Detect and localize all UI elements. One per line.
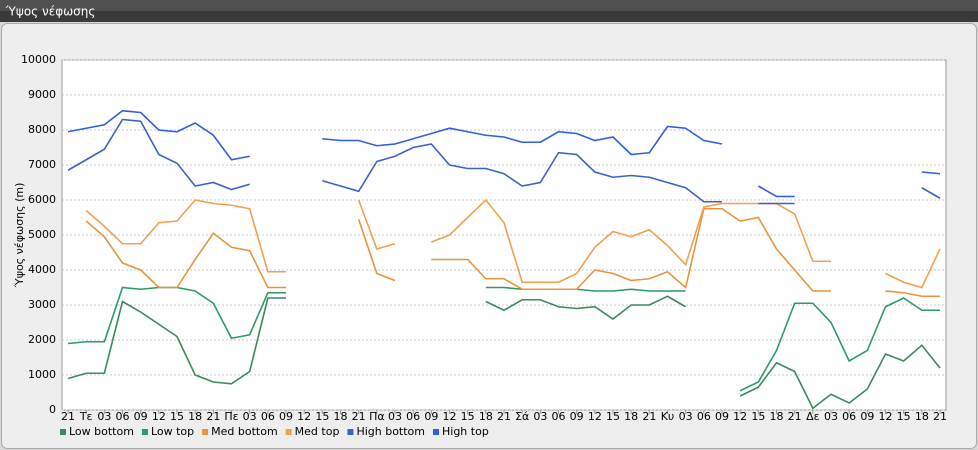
x-tick-label: 15: [751, 410, 765, 423]
y-tick-label: 10000: [21, 53, 56, 66]
x-tick-label: 21: [61, 410, 75, 423]
x-tick-label: 12: [879, 410, 893, 423]
x-tick-label: 09: [279, 410, 293, 423]
x-tick-label: 09: [424, 410, 438, 423]
x-tick-label: Τε: [79, 410, 93, 423]
x-tick-label: 06: [552, 410, 566, 423]
x-tick-label: 18: [334, 410, 348, 423]
x-tick-label: 12: [443, 410, 457, 423]
legend-swatch: [202, 429, 209, 435]
x-tick-label: Πε: [224, 410, 238, 423]
x-tick-label: 15: [461, 410, 475, 423]
legend-swatch: [347, 429, 354, 435]
y-tick-label: 5000: [28, 228, 56, 241]
x-tick-label: 06: [116, 410, 130, 423]
legend-label: Low bottom: [69, 425, 134, 438]
legend-label: Low top: [151, 425, 194, 438]
y-tick-label: 0: [49, 403, 56, 416]
x-tick-label: 03: [824, 410, 838, 423]
x-tick-label: 12: [733, 410, 747, 423]
x-tick-label: 06: [697, 410, 711, 423]
x-tick-label: 15: [606, 410, 620, 423]
y-tick-label: 2000: [28, 333, 56, 346]
series-line: [67, 109, 941, 198]
y-tick-label: 7000: [28, 158, 56, 171]
x-tick-label: 09: [570, 410, 584, 423]
x-tick-label: Δε: [806, 410, 820, 423]
x-tick-label: 15: [170, 410, 184, 423]
x-tick-label: 18: [479, 410, 493, 423]
x-tick-label: 21: [642, 410, 656, 423]
x-tick-label: 03: [679, 410, 693, 423]
x-tick-label: 21: [206, 410, 220, 423]
x-tick-label: 03: [533, 410, 547, 423]
legend-label: Med bottom: [211, 425, 278, 438]
y-axis-label: Ύψος νέφωσης (m): [13, 183, 26, 289]
x-tick-label: 15: [897, 410, 911, 423]
legend-label: Med top: [295, 425, 340, 438]
x-tick-label: 18: [188, 410, 202, 423]
legend-label: High top: [442, 425, 489, 438]
y-tick-label: 9000: [28, 88, 56, 101]
series-line: [85, 198, 941, 289]
series-line: [67, 118, 941, 205]
y-tick-label: 3000: [28, 298, 56, 311]
legend-swatch: [433, 429, 439, 435]
legend-swatch: [141, 429, 148, 435]
y-tick-label: 1000: [28, 368, 56, 381]
x-tick-label: 15: [315, 410, 329, 423]
x-tick-label: Σά: [515, 410, 529, 423]
x-tick-label: 21: [352, 410, 366, 423]
x-tick-label: 06: [261, 410, 275, 423]
x-tick-label: Πα: [369, 410, 385, 423]
x-tick-label: 03: [97, 410, 111, 423]
x-tick-label: 09: [715, 410, 729, 423]
x-tick-label: 21: [497, 410, 511, 423]
x-tick-label: 21: [788, 410, 802, 423]
x-tick-label: Κυ: [661, 410, 675, 423]
series-line: [85, 207, 940, 298]
x-tick-label: 18: [624, 410, 638, 423]
x-tick-label: 18: [770, 410, 784, 423]
legend-swatch: [60, 429, 66, 435]
title-bar-shine: [0, 0, 978, 11]
x-tick-label: 18: [915, 410, 929, 423]
x-tick-label: 12: [297, 410, 311, 423]
chart-title: Ύψος νέφωσης: [5, 5, 95, 19]
x-tick-label: 12: [588, 410, 602, 423]
x-tick-label: 03: [243, 410, 257, 423]
x-tick-label: 03: [388, 410, 402, 423]
x-tick-label: 09: [860, 410, 874, 423]
legend-swatch: [285, 429, 292, 435]
legend-label: High bottom: [356, 425, 425, 438]
y-tick-label: 6000: [28, 193, 56, 206]
x-tick-label: 12: [152, 410, 166, 423]
x-tick-label: 06: [406, 410, 420, 423]
y-tick-label: 4000: [28, 263, 56, 276]
x-tick-label: 21: [933, 410, 947, 423]
x-tick-label: 06: [842, 410, 856, 423]
series-line: [67, 295, 941, 410]
x-tick-label: 09: [134, 410, 148, 423]
y-tick-label: 8000: [28, 123, 56, 136]
